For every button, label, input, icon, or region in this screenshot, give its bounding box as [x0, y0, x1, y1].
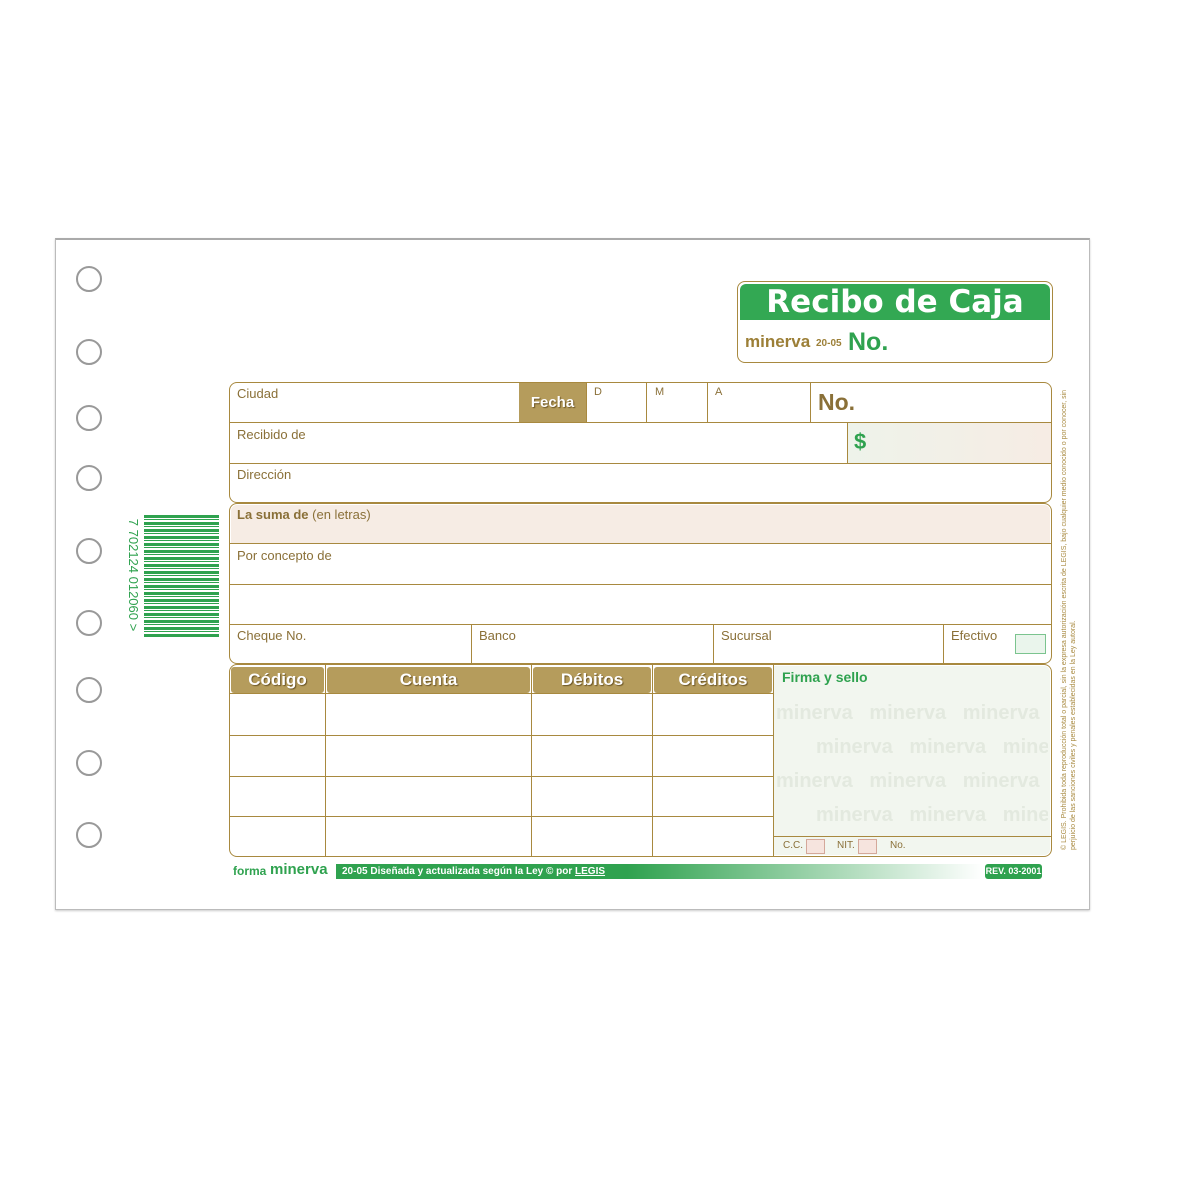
binder-hole: [76, 405, 102, 431]
header-fields-group: [229, 382, 1052, 503]
day-field[interactable]: D: [594, 386, 602, 398]
revision-badge: REV. 03-2001: [985, 864, 1042, 879]
recibido-de-label: Recibido de: [237, 427, 306, 442]
no-label: No.: [890, 840, 906, 851]
binder-hole: [76, 465, 102, 491]
nit-label: NIT.: [837, 840, 855, 851]
cc-field[interactable]: [806, 839, 825, 854]
binder-hole: [76, 266, 102, 292]
cheque-label: Cheque No.: [237, 628, 307, 643]
month-field[interactable]: M: [655, 386, 665, 398]
signature-area[interactable]: [774, 666, 1050, 855]
form-code: 20-05: [816, 338, 842, 349]
suma-hint: (en letras): [312, 507, 371, 522]
efectivo-label: Efectivo: [951, 628, 998, 643]
barcode-digits: 7 702124 012060 >: [126, 518, 141, 632]
sucursal-label: Sucursal: [721, 628, 772, 643]
brand-logo: minerva: [745, 332, 811, 351]
dollar-sign: $: [854, 429, 867, 454]
binder-hole: [76, 677, 102, 703]
col-debitos: Débitos: [533, 667, 651, 693]
footer-forma: forma: [233, 864, 267, 878]
accounts-table: [229, 664, 1052, 857]
barcode: [144, 515, 219, 637]
fecha-label: Fecha: [519, 383, 586, 422]
col-codigo: Código: [231, 667, 324, 693]
form-title: Recibo de Caja: [740, 284, 1050, 320]
year-field[interactable]: A: [715, 386, 723, 398]
legal-notice: © LEGIS. Prohibida toda reproducción tot…: [1061, 389, 1077, 850]
ciudad-label: Ciudad: [237, 386, 279, 401]
cc-label: C.C.: [783, 840, 803, 851]
binder-hole: [76, 339, 102, 365]
watermark-area: minerva minerva minerva minerva minerva …: [776, 702, 1048, 826]
footer-brand: minerva: [270, 861, 328, 878]
concepto-label: Por concepto de: [237, 548, 332, 563]
firma-label: Firma y sello: [782, 669, 868, 685]
banco-label: Banco: [479, 628, 516, 643]
title-box: [737, 281, 1053, 363]
binder-hole: [76, 610, 102, 636]
payment-fields-group: [229, 503, 1052, 664]
efectivo-checkbox[interactable]: [1015, 634, 1046, 654]
col-cuenta: Cuenta: [327, 667, 530, 693]
direccion-label: Dirección: [237, 467, 292, 482]
binder-hole: [76, 750, 102, 776]
number-label: No.: [818, 389, 856, 415]
col-creditos: Créditos: [654, 667, 772, 693]
footer-bar: 20-05 Diseñada y actualizada según la Le…: [336, 864, 983, 879]
amount-field[interactable]: [847, 423, 1051, 463]
binder-hole: [76, 822, 102, 848]
suma-label: La suma de: [237, 507, 309, 522]
receipt-number-label: No.: [848, 328, 889, 356]
binder-hole: [76, 538, 102, 564]
nit-field[interactable]: [858, 839, 877, 854]
